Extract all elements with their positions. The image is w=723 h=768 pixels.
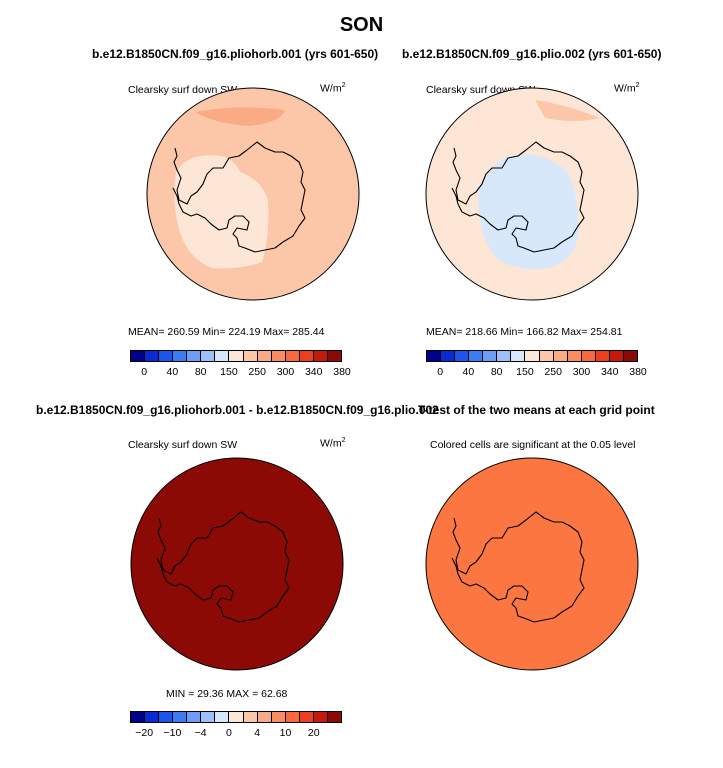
panel-1-inner-field <box>174 155 269 269</box>
colorbar-swatch <box>243 712 258 722</box>
panel-1-variable: Clearsky surf down SW <box>128 84 238 96</box>
panel-4-title: T-test of the two means at each grid poi… <box>418 403 655 417</box>
colorbar-swatch <box>567 351 582 361</box>
colorbar-swatch <box>441 351 456 361</box>
colorbar-swatch <box>145 712 160 722</box>
colorbar-swatch <box>201 351 216 361</box>
panel-2-title: b.e12.B1850CN.f09_g16.plio.002 (yrs 601-… <box>402 47 662 61</box>
panel-3-field <box>130 457 344 671</box>
colorbar-swatch <box>609 351 624 361</box>
panel-3-stats: MIN = 29.36 MAX = 62.68 <box>166 688 288 700</box>
panel-4-antarctica-outline <box>451 511 585 623</box>
colorbar-tick-label: 4 <box>254 727 261 739</box>
colorbar-tick-label: −20 <box>135 727 154 739</box>
panel-3-antarctica-outline <box>156 511 290 623</box>
colorbar-swatch <box>187 712 202 722</box>
panel-2-top-patch <box>535 100 600 121</box>
colorbar-swatch <box>131 712 146 722</box>
colorbar-swatch <box>313 712 328 722</box>
colorbar-swatch <box>271 712 286 722</box>
colorbar-swatch <box>215 712 230 722</box>
colorbar-swatch <box>257 351 272 361</box>
colorbar-swatch <box>511 351 526 361</box>
colorbar-swatch <box>623 351 637 361</box>
figure-title: SON <box>339 14 384 36</box>
colorbar-swatch <box>497 351 512 361</box>
colorbar-swatch <box>159 351 174 361</box>
colorbar-tick-label: 150 <box>220 366 238 378</box>
panel-2-inner-field <box>478 154 579 269</box>
colorbar-tick-label: 40 <box>166 366 179 378</box>
colorbar-swatch <box>483 351 498 361</box>
colorbar-swatch <box>581 351 596 361</box>
colorbar-tick-label: 10 <box>279 727 292 739</box>
panel-1-antarctica-outline <box>172 141 306 253</box>
colorbar-swatch <box>427 351 442 361</box>
colorbar-swatch <box>173 712 188 722</box>
colorbar-swatch <box>525 351 540 361</box>
panel-1-title: b.e12.B1850CN.f09_g16.pliohorb.001 (yrs … <box>92 47 379 61</box>
colorbar-swatch <box>159 712 174 722</box>
colorbar-tick-label: 250 <box>544 366 562 378</box>
colorbar-swatch <box>173 351 188 361</box>
colorbar-swatch <box>257 712 272 722</box>
colorbar-swatch <box>595 351 610 361</box>
colorbar-swatch <box>553 351 568 361</box>
panel-2-antarctica-outline <box>451 141 585 253</box>
colorbar-tick-label: −4 <box>194 727 207 739</box>
colorbar-tick-label: 340 <box>600 366 619 378</box>
colorbar-swatch <box>215 351 230 361</box>
colorbar-swatch <box>539 351 554 361</box>
colorbar-swatch <box>285 351 300 361</box>
colorbar-swatch <box>327 351 341 361</box>
colorbar-swatch <box>201 712 216 722</box>
colorbar-tick-label: 40 <box>462 366 475 378</box>
panel-1-stats: MEAN= 260.59 Min= 224.19 Max= 285.44 <box>128 326 325 338</box>
colorbar-tick-label: 300 <box>276 366 295 378</box>
colorbar-tick-label: 380 <box>333 366 351 378</box>
colorbar-swatch <box>327 712 341 722</box>
colorbar-swatch <box>131 351 146 361</box>
panel-1-units: W/m2 <box>320 82 346 95</box>
colorbar-swatch <box>229 351 244 361</box>
colorbar-swatch <box>145 351 160 361</box>
colorbar-tick-label: 20 <box>307 727 320 739</box>
colorbar-tick-label: 300 <box>572 366 591 378</box>
panel-3-units: W/m2 <box>320 437 346 450</box>
panel-1-colorbar <box>130 350 342 362</box>
colorbar-tick-label: 80 <box>194 366 207 378</box>
colorbar-tick-label: 380 <box>629 366 647 378</box>
colorbar-tick-label: 0 <box>141 366 148 378</box>
colorbar-swatch <box>455 351 470 361</box>
panel-2-colorbar <box>426 350 638 362</box>
panel-2-stats: MEAN= 218.66 Min= 166.82 Max= 254.81 <box>426 326 623 338</box>
colorbar-swatch <box>187 351 202 361</box>
colorbar-swatch <box>299 351 314 361</box>
colorbar-swatch <box>469 351 484 361</box>
panel-3-title: b.e12.B1850CN.f09_g16.pliohorb.001 - b.e… <box>36 403 439 417</box>
colorbar-tick-label: 0 <box>437 366 444 378</box>
colorbar-swatch <box>229 712 244 722</box>
colorbar-swatch <box>271 351 286 361</box>
panel-3-colorbar <box>130 711 342 723</box>
colorbar-swatch <box>299 712 314 722</box>
panel-3-variable: Clearsky surf down SW <box>128 439 238 451</box>
colorbar-swatch <box>313 351 328 361</box>
colorbar-tick-label: 80 <box>490 366 503 378</box>
colorbar-tick-label: −10 <box>163 727 182 739</box>
panel-4-note: Colored cells are significant at the 0.0… <box>430 439 636 451</box>
panel-2-units: W/m2 <box>614 82 640 95</box>
panel-1-top-patch <box>195 107 285 126</box>
colorbar-tick-label: 150 <box>516 366 534 378</box>
colorbar-swatch <box>285 712 300 722</box>
colorbar-tick-label: 250 <box>248 366 266 378</box>
panel-4-field <box>425 457 639 671</box>
colorbar-tick-label: 340 <box>304 366 323 378</box>
colorbar-swatch <box>243 351 258 361</box>
colorbar-tick-label: 0 <box>226 727 232 739</box>
